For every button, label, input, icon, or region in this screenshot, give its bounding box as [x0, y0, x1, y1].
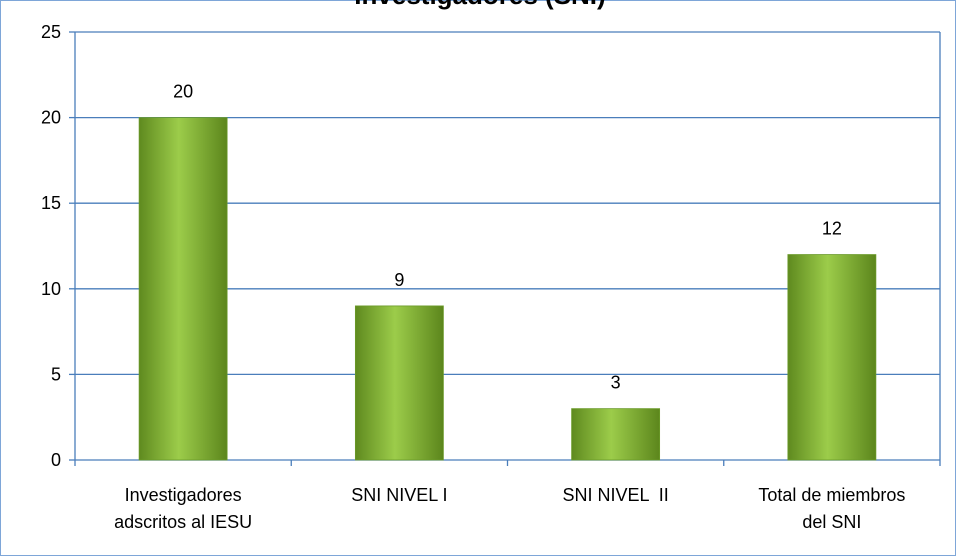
bar: [787, 254, 877, 461]
data-label: 9: [394, 270, 404, 290]
y-tick-label: 15: [41, 193, 61, 213]
y-tick-label: 20: [41, 108, 61, 128]
y-tick-label: 0: [51, 450, 61, 470]
x-tick-label: Investigadores adscritos al IESU: [114, 485, 253, 532]
data-label: 12: [822, 219, 842, 239]
x-tick-label: Total de miembros del SNI: [758, 485, 911, 532]
data-label: 20: [173, 82, 193, 102]
bar: [571, 408, 661, 461]
x-tick-label-box: SNI NIVEL II: [562, 485, 669, 505]
x-tick-label-box: Investigadores adscritos al IESU: [114, 485, 253, 532]
y-tick-label: 25: [41, 22, 61, 42]
bar: [354, 305, 444, 461]
x-tick-label: SNI NIVEL I: [351, 485, 448, 505]
y-tick-label: 5: [51, 364, 61, 384]
bar: [138, 117, 228, 461]
data-label: 3: [611, 373, 621, 393]
x-tick-label-box: SNI NIVEL I: [351, 485, 448, 505]
chart-title: Investigadores (SNI): [354, 0, 605, 10]
x-tick-label: SNI NIVEL II: [562, 485, 669, 505]
y-tick-label: 10: [41, 279, 61, 299]
x-tick-label-box: Total de miembros del SNI: [758, 485, 911, 532]
